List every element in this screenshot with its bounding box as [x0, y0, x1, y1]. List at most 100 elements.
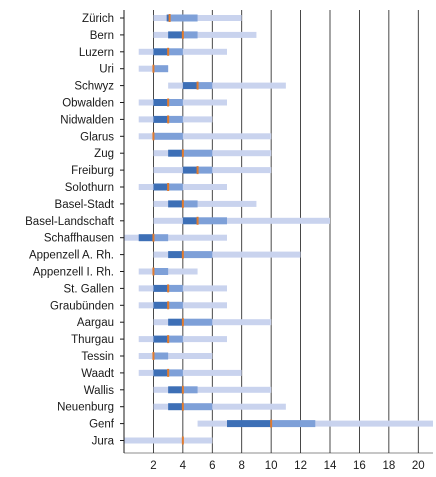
box-layer	[138, 14, 316, 445]
box-upper-quartile	[153, 65, 169, 73]
box-lower-quartile	[168, 318, 183, 326]
median-marker	[167, 284, 170, 293]
median-marker	[181, 436, 184, 445]
box-upper-quartile	[168, 115, 183, 123]
whisker-range	[138, 184, 227, 190]
box-lower-quartile	[168, 251, 183, 259]
whisker-range	[153, 403, 286, 410]
median-marker	[167, 98, 170, 107]
box-upper-quartile	[182, 200, 198, 208]
median-marker	[270, 419, 273, 428]
whisker-range	[153, 31, 257, 38]
box-upper-quartile	[153, 234, 169, 242]
category-label: Thurgau	[71, 334, 114, 346]
median-marker	[181, 250, 184, 259]
median-marker	[168, 14, 171, 22]
whisker-range	[138, 133, 272, 140]
category-label: Wallis	[84, 385, 114, 397]
category-label: Jura	[92, 436, 115, 448]
label-layer: 2 4 6 8 10 12 14 16 18 20 Zürich Bern Luzern Uri Schwy…	[25, 13, 425, 472]
x-tick-label: 10	[265, 460, 278, 472]
whisker-range	[138, 353, 213, 359]
whisker-layer	[124, 15, 433, 444]
box-lower-quartile	[153, 335, 169, 343]
category-label: Zug	[94, 148, 114, 160]
median-marker	[181, 30, 184, 39]
box-upper-quartile	[182, 149, 213, 157]
whisker-range	[138, 302, 227, 309]
box-lower-quartile	[153, 369, 169, 377]
x-tick-label: 18	[382, 460, 395, 472]
box-upper-quartile	[168, 183, 183, 191]
box-lower-quartile	[227, 420, 272, 428]
category-label: Solothurn	[65, 182, 114, 194]
box-upper-quartile	[169, 14, 198, 22]
median-marker	[181, 199, 184, 208]
median-marker	[181, 402, 184, 411]
median-marker	[152, 233, 155, 242]
x-tick-label: 12	[294, 460, 307, 472]
whisker-range	[153, 200, 257, 207]
box-lower-quartile	[138, 234, 154, 242]
whisker-range	[138, 285, 227, 292]
whisker-range	[153, 386, 272, 393]
whisker-range	[124, 437, 213, 444]
whisker-range	[153, 15, 242, 21]
box-upper-quartile	[168, 369, 183, 377]
x-tick-label: 2	[150, 460, 156, 472]
category-label: Bern	[90, 30, 114, 42]
whisker-range	[124, 234, 227, 241]
box-upper-quartile	[197, 166, 213, 174]
axis-layer	[120, 10, 433, 454]
median-marker	[196, 216, 199, 225]
median-marker	[181, 149, 184, 158]
median-marker	[181, 318, 184, 327]
box-upper-quartile	[168, 301, 183, 309]
box-lower-quartile	[166, 14, 170, 22]
box-lower-quartile	[153, 301, 169, 309]
category-label: Waadt	[81, 368, 115, 380]
box-upper-quartile	[182, 318, 213, 326]
box-upper-quartile	[168, 284, 183, 292]
box-upper-quartile	[182, 386, 198, 394]
whisker-range	[153, 251, 301, 258]
median-marker	[167, 47, 170, 56]
category-label: Nidwalden	[60, 114, 114, 126]
whisker-range	[138, 99, 227, 106]
x-tick-label: 20	[412, 460, 425, 472]
x-tick-label: 16	[353, 460, 366, 472]
median-marker	[152, 352, 155, 360]
box-lower-quartile	[168, 31, 183, 39]
median-marker	[167, 368, 170, 377]
median-marker	[152, 132, 155, 141]
category-label: Basel-Landschaft	[25, 216, 115, 228]
median-marker	[152, 267, 155, 276]
category-label: Aargau	[77, 317, 114, 329]
category-label: Zürich	[82, 13, 114, 25]
category-label: Neuenburg	[57, 402, 114, 414]
category-label: Genf	[89, 419, 115, 431]
category-label: St. Gallen	[64, 283, 115, 295]
box-lower-quartile	[168, 386, 183, 394]
box-lower-quartile	[182, 82, 198, 90]
box-upper-quartile	[168, 99, 183, 106]
box-upper-quartile	[168, 48, 183, 56]
box-upper-quartile	[153, 352, 169, 360]
box-upper-quartile	[153, 268, 169, 275]
box-upper-quartile	[153, 132, 183, 140]
box-lower-quartile	[168, 149, 183, 157]
median-marker	[167, 335, 170, 344]
x-tick-label: 14	[324, 460, 337, 472]
box-upper-quartile	[182, 251, 213, 259]
category-label: Schwyz	[74, 81, 114, 93]
category-label: Tessin	[81, 351, 114, 363]
box-upper-quartile	[182, 31, 198, 39]
box-upper-quartile	[197, 82, 213, 90]
category-label: Schaffhausen	[44, 233, 114, 245]
box-lower-quartile	[168, 403, 183, 411]
box-lower-quartile	[153, 99, 169, 106]
median-marker	[167, 301, 170, 310]
median-marker	[167, 183, 170, 191]
median-marker	[152, 64, 155, 73]
